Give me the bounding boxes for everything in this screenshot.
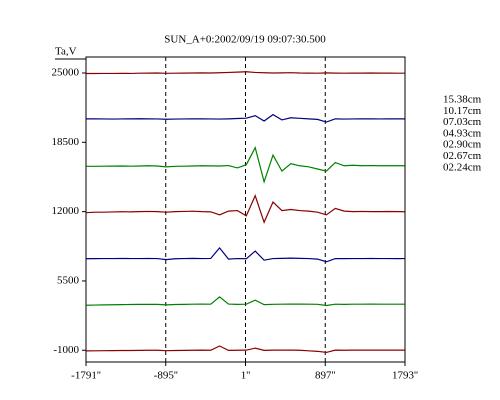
- legend-entry: 02.67cm: [443, 150, 482, 162]
- legend-entry: 02.24cm: [443, 161, 482, 173]
- y-axis-label: Ta,V: [55, 46, 77, 58]
- y-tick-label: 18500: [52, 136, 80, 148]
- x-tick-label: -895'': [154, 370, 178, 382]
- y-tick-label: 25000: [52, 67, 80, 79]
- x-tick-label: -1791'': [71, 370, 101, 382]
- legend-entry: 02.90cm: [443, 139, 482, 151]
- legend-entry: 07.03cm: [443, 116, 482, 128]
- legend-entry: 10.17cm: [443, 105, 482, 117]
- y-tick-label: 5500: [57, 274, 80, 286]
- trace: [86, 193, 405, 224]
- trace: [86, 296, 405, 307]
- legend-entry: 04.93cm: [443, 127, 482, 139]
- x-tick-label: 1793'': [392, 370, 418, 382]
- trace: [86, 246, 405, 263]
- chart-title: SUN_A+0:2002/09/19 09:07:30.500: [164, 34, 326, 46]
- trace: [86, 345, 405, 354]
- trace: [86, 113, 405, 123]
- legend-entry: 15.38cm: [443, 94, 482, 106]
- trace: [86, 71, 405, 75]
- x-tick-label: 1'': [241, 370, 250, 382]
- x-tick-label: 897'': [315, 370, 335, 382]
- trace: [86, 145, 405, 184]
- y-tick-label: 12000: [52, 205, 80, 217]
- y-tick-label: -1000: [53, 344, 79, 356]
